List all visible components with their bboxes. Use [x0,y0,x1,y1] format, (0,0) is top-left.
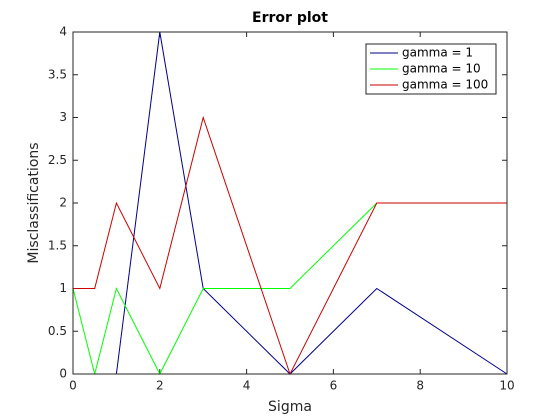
legend-label: gamma = 1 [402,46,473,60]
x-axis-label: Sigma [268,399,312,415]
y-tick-label: 1.5 [48,238,67,252]
y-tick-label: 3 [59,110,67,124]
data-line [72,202,507,376]
y-tick-label: 1 [59,281,67,295]
x-tick-label: 6 [330,379,338,393]
y-tick-label: 3.5 [48,67,67,81]
y-tick-label: 2.5 [48,153,67,167]
plot-frame [72,31,508,375]
x-tick-label: 4 [243,379,251,393]
legend-label: gamma = 10 [402,62,481,76]
y-tick-label: 4 [59,25,67,39]
y-tick-label: 0.5 [48,324,67,338]
chart-title: Error plot [252,10,328,26]
x-tick-label: 8 [416,379,424,393]
y-axis-label: Misclassifications [26,142,42,263]
data-line [73,115,507,376]
y-tick-label: 0 [59,367,67,381]
x-tick-label: 10 [499,379,514,393]
x-tick-label: 2 [156,379,164,393]
y-tick-label: 2 [59,196,67,210]
x-tick-label: 0 [69,379,77,393]
legend-label: gamma = 100 [402,78,488,92]
